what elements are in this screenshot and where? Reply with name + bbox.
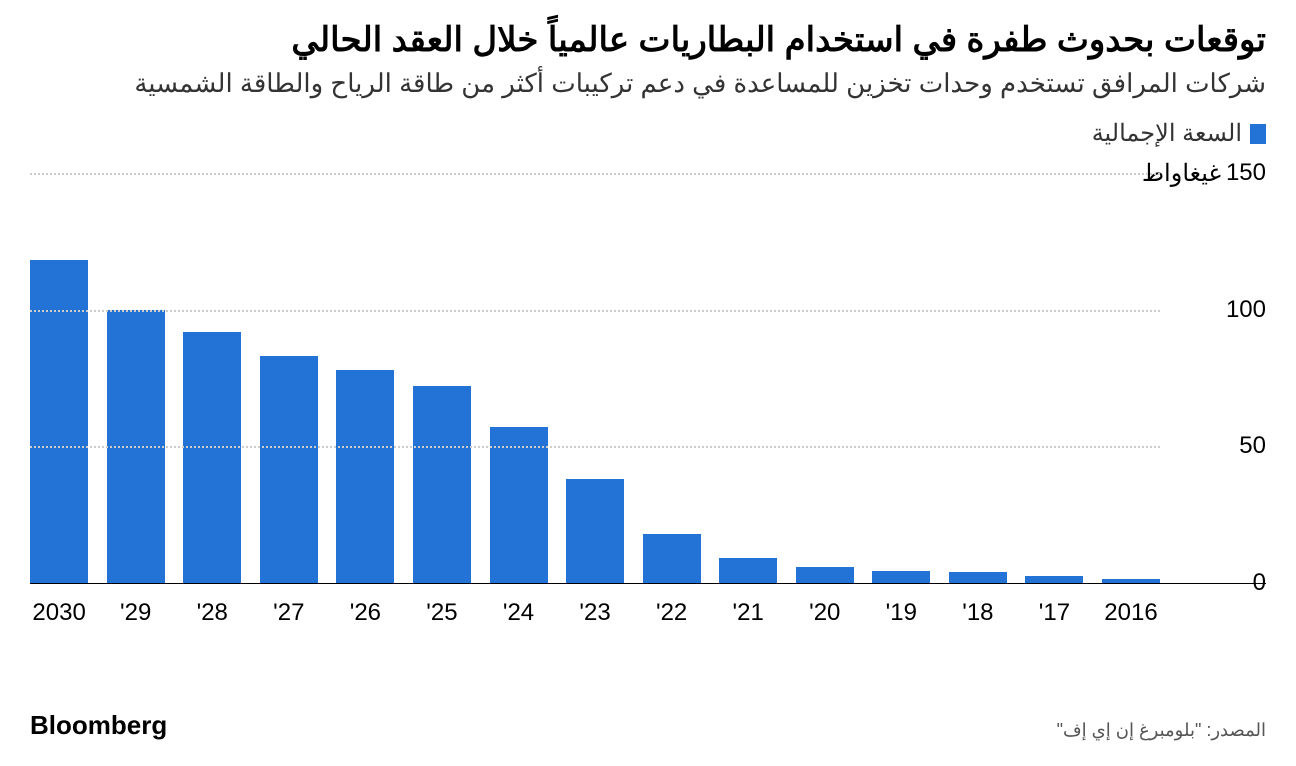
bar: [719, 558, 777, 583]
plot-area: 2016'17'18'19'20'21'22'23'24'25'26'27'28…: [30, 173, 1160, 583]
x-tick-label: '28: [183, 599, 241, 627]
source-text: المصدر: "بلومبرغ إن إي إف": [1057, 720, 1266, 741]
y-tick-label: 100: [1226, 296, 1266, 324]
x-axis-labels: 2016 '17 '18 '19 '20 '21 '22 '23 '24 '25 '26 '27 '28…: [30, 599, 1160, 627]
y-tick-label: 50: [1239, 432, 1266, 460]
x-tick-label: '25: [413, 599, 471, 627]
legend-label: السعة الإجمالية: [1092, 119, 1242, 148]
x-tick-label: '29: [107, 599, 165, 627]
bars-container: [30, 173, 1160, 583]
x-tick-label: '27: [260, 599, 318, 627]
x-tick-label: '19: [872, 599, 930, 627]
chart-title: توقعات بحدوث طفرة في استخدام البطاريات ع…: [30, 20, 1266, 60]
x-tick-label: '18: [949, 599, 1007, 627]
legend: السعة الإجمالية: [30, 119, 1266, 148]
gridline: [30, 446, 1160, 448]
y-axis-labels: غيغاواط 050100150: [1166, 163, 1266, 583]
x-tick-label: '22: [643, 599, 701, 627]
x-tick-label: 2016: [1102, 599, 1160, 627]
bar: [796, 567, 854, 583]
bar: [1025, 576, 1083, 583]
bar: [413, 386, 471, 583]
gridline: [30, 310, 1160, 312]
bar: [643, 534, 701, 583]
bar: [949, 572, 1007, 583]
bar: [490, 427, 548, 583]
bar: [183, 332, 241, 583]
brand-logo: Bloomberg: [30, 710, 167, 741]
y-tick-label: 150: [1226, 159, 1266, 187]
x-tick-label: '20: [796, 599, 854, 627]
bar: [336, 370, 394, 583]
x-axis-line: [30, 583, 1266, 584]
x-tick-label: 2030: [30, 599, 88, 627]
x-tick-label: '21: [719, 599, 777, 627]
bar: [872, 571, 930, 583]
x-tick-label: '17: [1025, 599, 1083, 627]
chart-subtitle: شركات المرافق تستخدم وحدات تخزين للمساعد…: [30, 68, 1266, 99]
x-tick-label: '26: [336, 599, 394, 627]
x-tick-label: '24: [490, 599, 548, 627]
legend-swatch: [1250, 124, 1266, 144]
chart: غيغاواط 050100150 2016'17'18'19'20'21'22…: [30, 163, 1266, 623]
gridline: [30, 173, 1160, 175]
bar: [566, 479, 624, 583]
x-tick-label: '23: [566, 599, 624, 627]
bar: [260, 356, 318, 583]
